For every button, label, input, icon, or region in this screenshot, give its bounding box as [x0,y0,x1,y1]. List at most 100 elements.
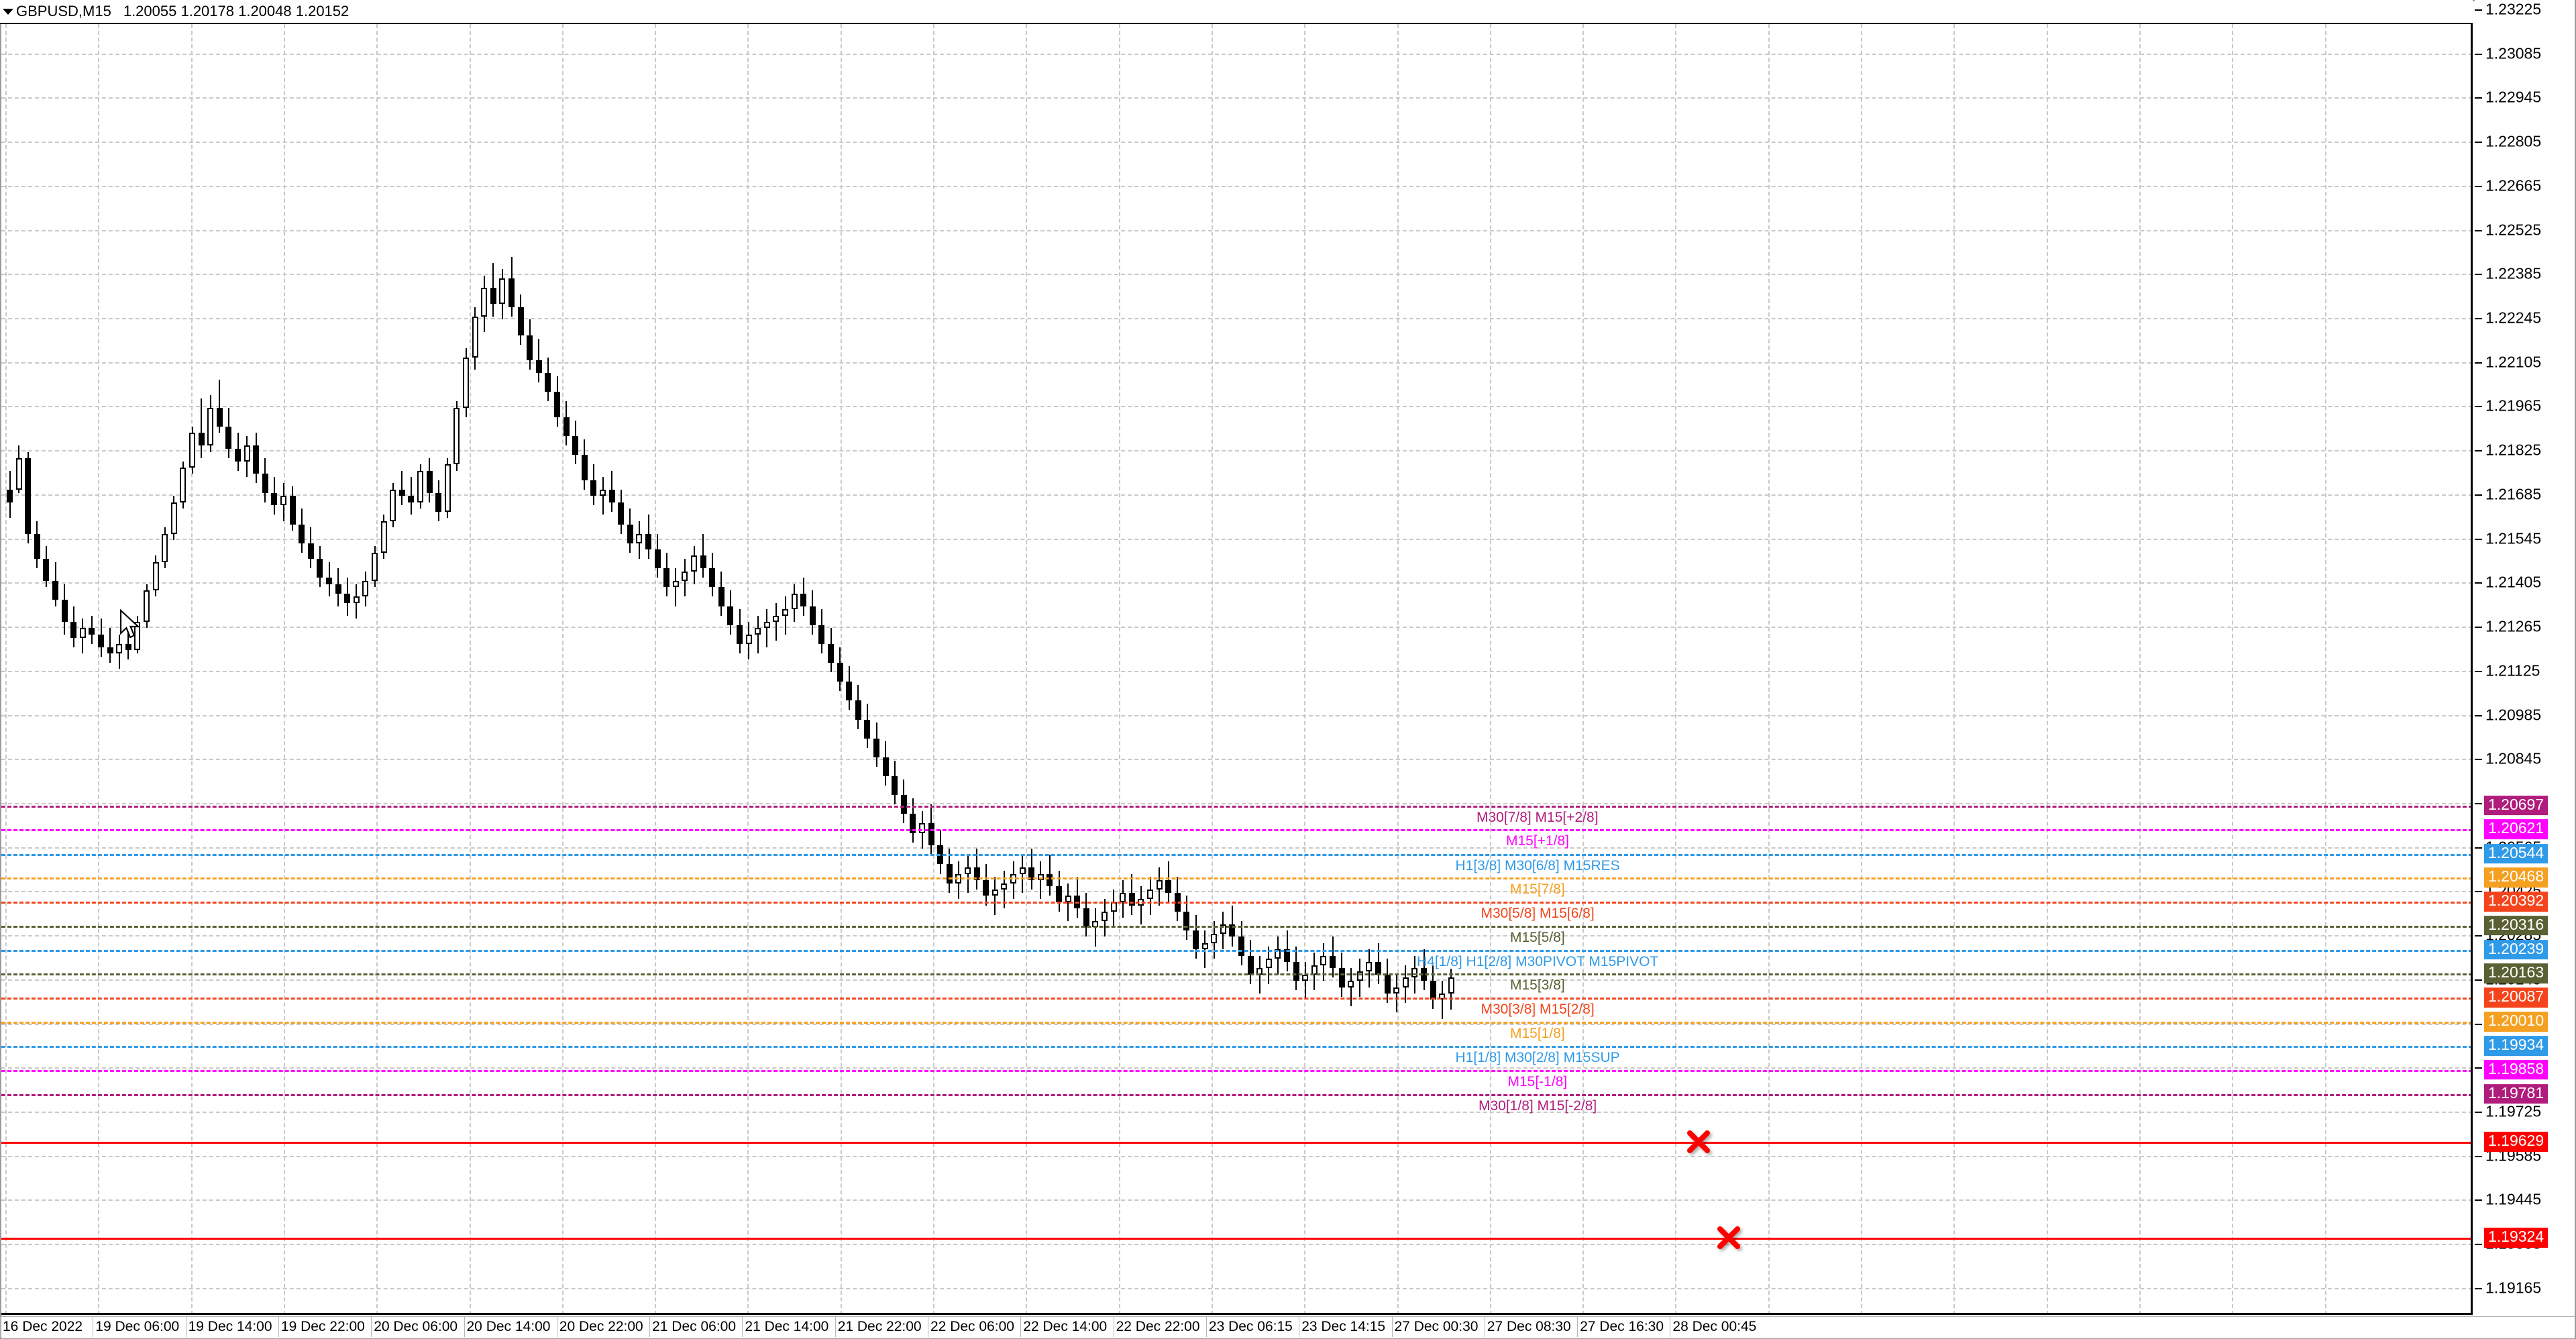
candle-body [34,533,40,559]
time-axis-label: 22 Dec 22:00 [1116,1319,1200,1334]
candle-body [1165,879,1172,893]
candle-body [61,600,68,623]
gridline-vertical [283,24,285,1315]
price-level-badge[interactable]: 1.20392 [2484,892,2548,912]
candle-body [846,682,853,701]
price-level-badge[interactable]: 1.20163 [2484,963,2548,984]
price-axis-label: 1.23085 [2485,44,2542,62]
close-position-marker[interactable] [1683,1126,1714,1157]
price-axis-label: 1.22665 [2485,176,2542,195]
time-scale[interactable]: 16 Dec 2022 19 Dec 06:00 19 Dec 14:00 19 De… [0,1316,2575,1338]
price-level-badge[interactable]: 1.20544 [2484,843,2548,864]
candle-body [645,533,651,550]
price-level-badge[interactable]: 1.20621 [2484,819,2548,840]
candle-body [299,524,305,543]
candle-wick [1040,861,1042,900]
price-level-badge[interactable]: 1.19934 [2484,1036,2548,1056]
candle-body [134,622,141,651]
candle-body [144,590,150,623]
price-scale[interactable]: 1.23225 1.23085 1.22945 1.22805 1.22665 1.225… [2475,0,2575,1315]
price-level-badge[interactable]: 1.19781 [2484,1083,2548,1104]
time-axis-label: 22 Dec 06:00 [930,1319,1014,1334]
gridline-vertical [1026,24,1028,1315]
price-axis-label: 1.20845 [2485,749,2542,767]
gridline-vertical [2232,24,2234,1315]
candle-body [244,445,250,462]
murrey-level-label: M15[3/8] [1510,977,1565,994]
gridline-horizontal [1,935,2473,937]
candle-body [116,643,123,653]
gridline-horizontal [1,714,2473,716]
candle-body [737,625,743,644]
price-level-badge[interactable]: 1.20468 [2484,867,2548,888]
candle-body [1338,968,1345,987]
gridline-vertical [2046,24,2048,1315]
gridline-horizontal [1,97,2473,99]
candle-body [52,581,58,600]
price-level-badge[interactable]: 1.20316 [2484,915,2548,936]
candle-body [353,596,360,603]
gridline-horizontal [1,847,2473,849]
candle-body [481,288,488,317]
time-axis-label: 27 Dec 08:30 [1487,1319,1571,1334]
candle-wick [1204,930,1206,969]
chart-plot-area[interactable]: M30[7/8] M15[+2/8] M15[+1/8] H1[3/8] M30[6… [1,24,2473,1315]
candle-body [1375,962,1381,975]
time-axis-label: 27 Dec 00:30 [1394,1319,1479,1334]
candle-body [271,492,278,506]
murrey-level-line [1,1093,2473,1096]
time-axis-label: 16 Dec 2022 [3,1319,83,1334]
price-axis-label: 1.21405 [2485,573,2542,591]
candle-body [189,433,195,468]
price-level-badge[interactable]: 1.19324 [2484,1228,2548,1248]
candle-body [517,307,524,335]
candle-body [581,455,588,480]
gridline-vertical [561,24,564,1315]
price-tick [2475,97,2482,99]
candle-body [362,581,369,597]
candle-body [1019,867,1026,874]
candlestick-series [1,24,2473,1315]
candle-body [618,502,625,525]
price-level-badge[interactable]: 1.20010 [2484,1012,2548,1032]
gridline-horizontal [1,1287,2473,1289]
murrey-level-label: H1[3/8] M30[6/8] M15RES [1455,857,1620,873]
price-axis-label: 1.22525 [2485,221,2542,239]
price-level-badge[interactable]: 1.20087 [2484,987,2548,1008]
candle-body [855,700,861,720]
candle-body [608,489,615,502]
chevron-down-icon[interactable] [0,0,16,23]
candle-body [463,357,469,408]
price-level-badge[interactable]: 1.19858 [2484,1059,2548,1080]
candle-body [1247,955,1254,975]
candle-body [262,474,268,493]
time-axis-label: 19 Dec 14:00 [188,1319,272,1334]
price-level-badge[interactable]: 1.20239 [2484,939,2548,960]
candle-body [7,489,13,502]
price-tick [2475,670,2482,672]
gridline-horizontal [1,1112,2473,1113]
candle-body [326,578,332,584]
gridline-horizontal [1,1155,2473,1157]
close-position-marker[interactable] [1713,1222,1744,1253]
candle-wick [994,877,996,915]
murrey-level-line [1,925,2473,928]
candle-body [572,436,579,456]
time-axis-label: 21 Dec 06:00 [652,1319,737,1334]
candle-wick [1140,886,1142,924]
price-level-badge[interactable]: 1.20697 [2484,795,2548,816]
gridline-horizontal [1,759,2473,761]
candle-body [1411,968,1418,978]
candle-body [1366,962,1373,972]
price-tick [2475,1112,2482,1113]
price-level-badge[interactable]: 1.19629 [2484,1132,2548,1152]
price-axis-label: 1.19165 [2485,1279,2542,1297]
price-tick [2475,185,2482,187]
price-tick [2475,1244,2482,1246]
candle-body [499,278,506,304]
time-separator [1391,1317,1393,1337]
candle-body [1083,908,1089,928]
candle-body [919,823,925,833]
price-axis-label: 1.23225 [2485,0,2542,18]
